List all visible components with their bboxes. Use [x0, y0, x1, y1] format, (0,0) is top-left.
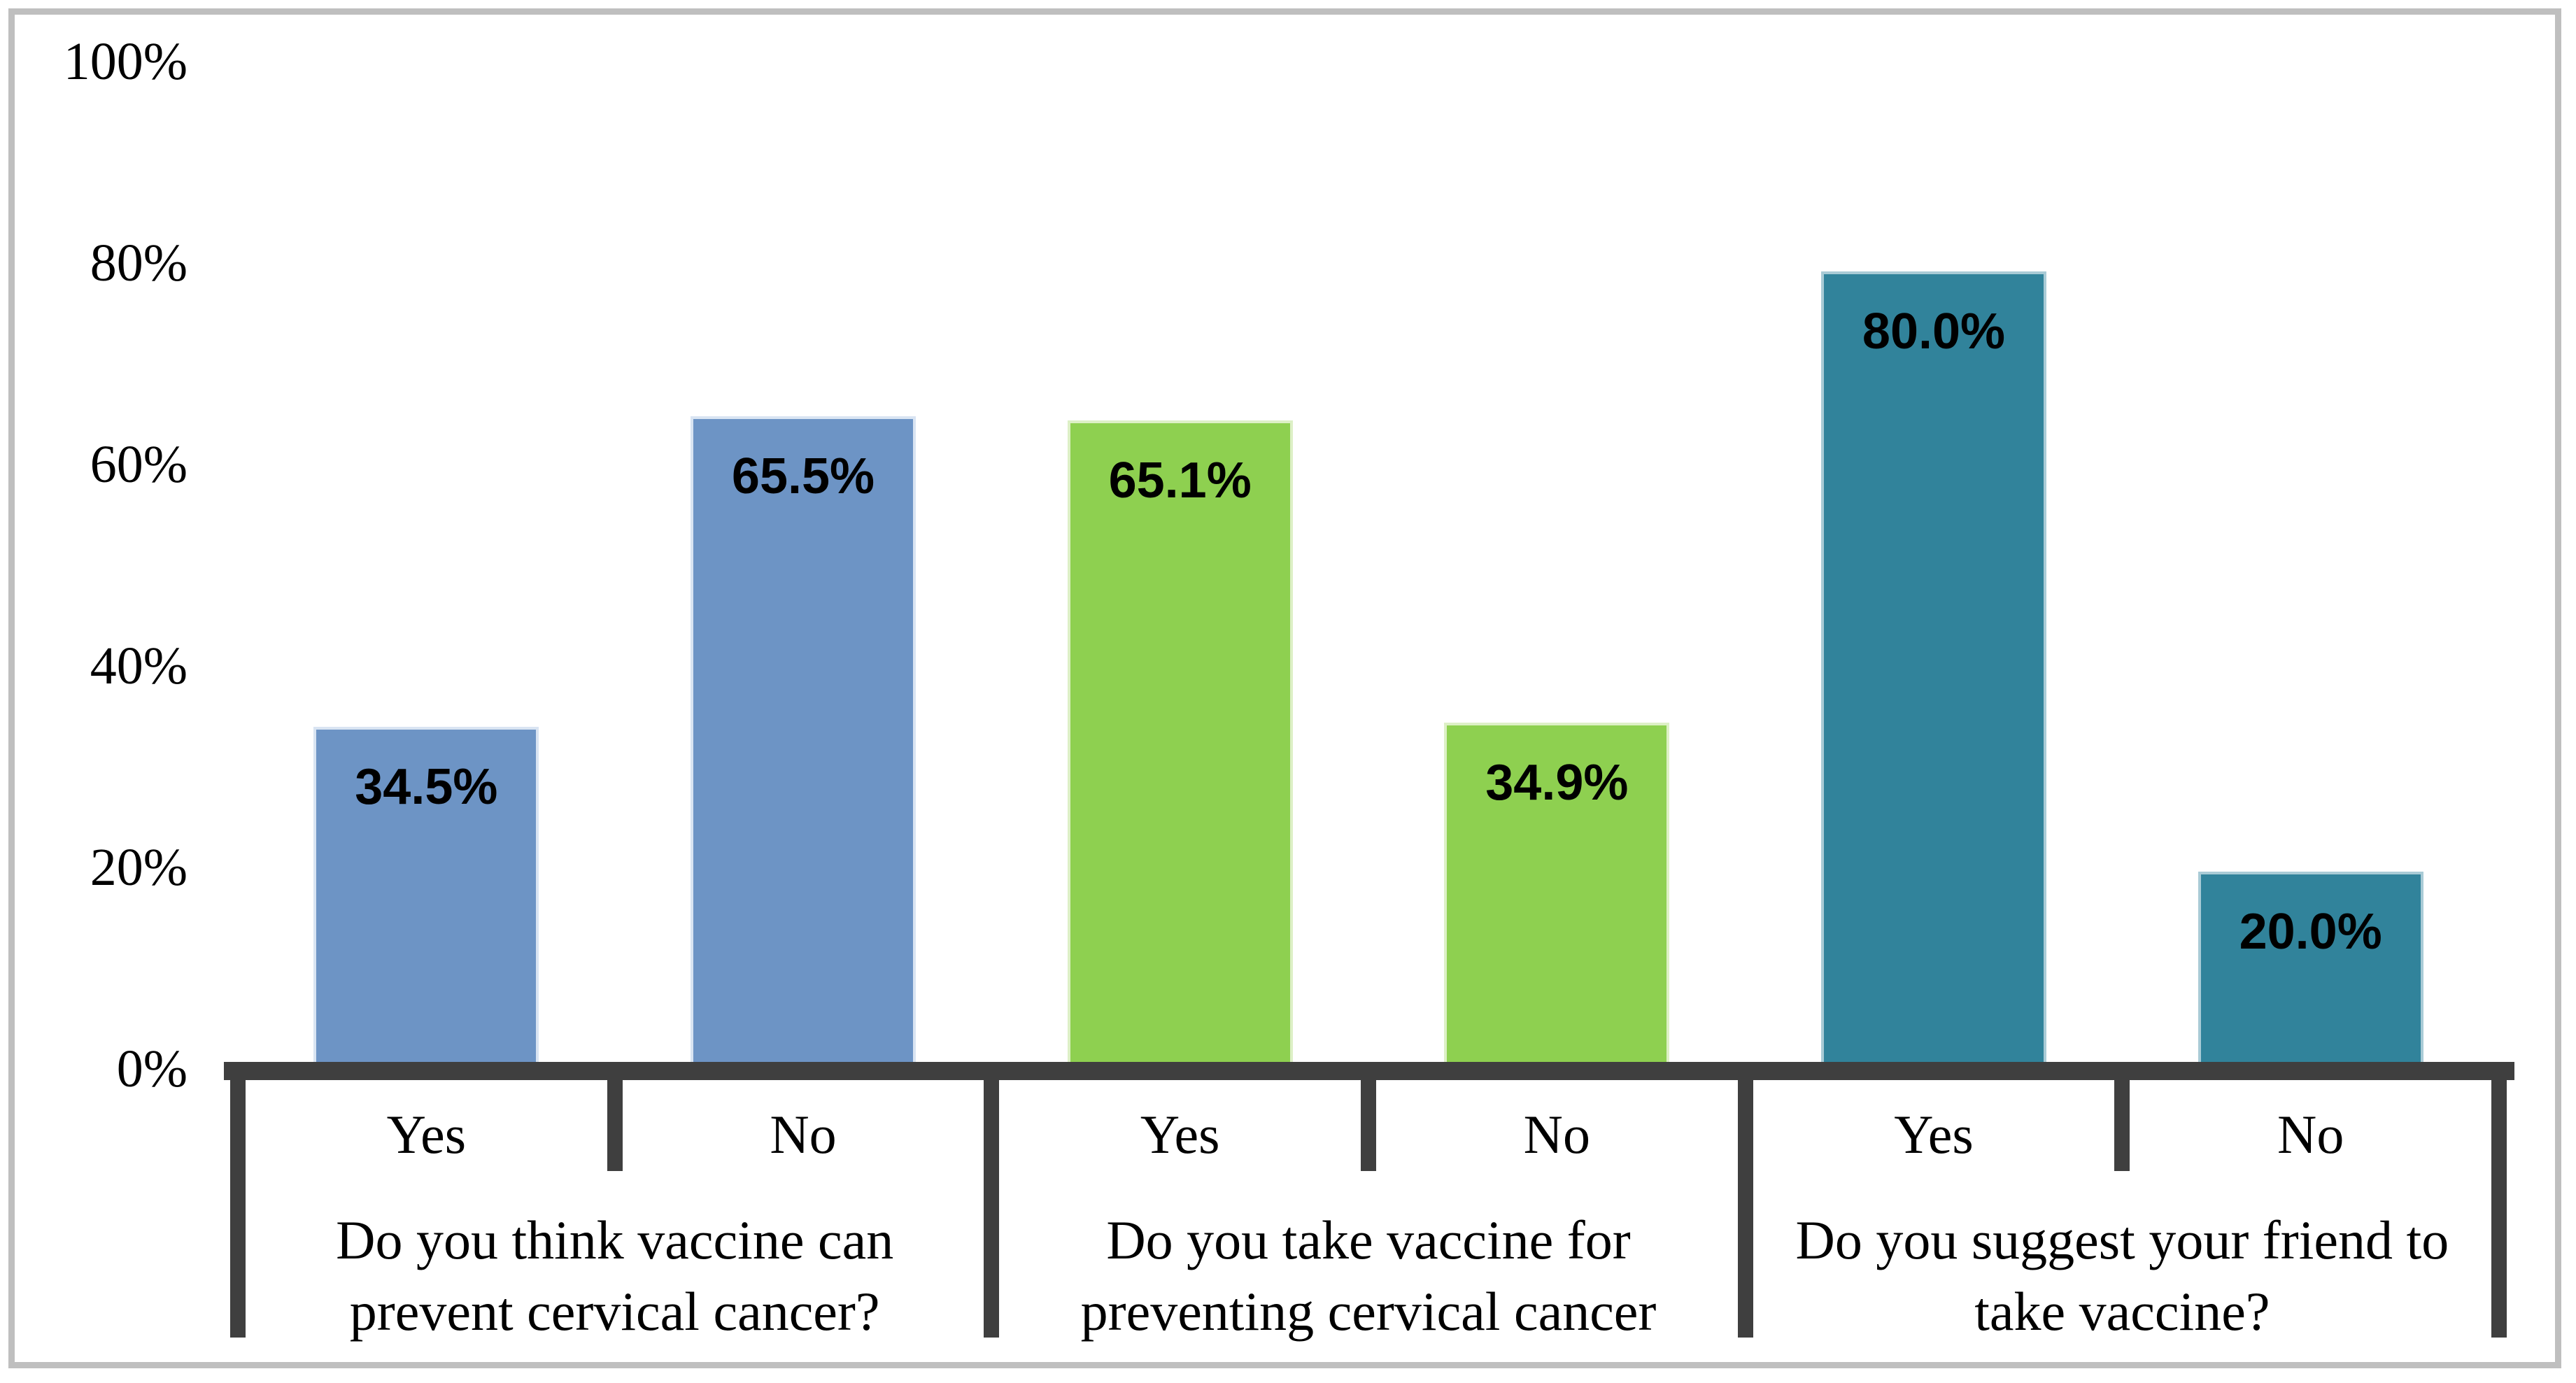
category-label-no: No	[770, 1104, 837, 1165]
x-axis-line	[224, 1062, 2514, 1080]
group-question-line: Do you take vaccine for	[1106, 1210, 1631, 1270]
bar-value-label: 34.5%	[355, 758, 498, 815]
group-question-label: Do you suggest your friend to take vaccin…	[1744, 1205, 2500, 1347]
bar-no-group1	[691, 416, 916, 1072]
category-label-no: No	[2277, 1104, 2344, 1165]
category-separator-line	[1361, 1062, 1376, 1171]
category-label-no: No	[1523, 1104, 1591, 1165]
y-tick-label: 100%	[63, 32, 187, 91]
group-question-line: Do you suggest your friend to	[1795, 1210, 2449, 1270]
bar-no-group3	[2198, 872, 2423, 1072]
y-tick-label: 40%	[90, 637, 187, 695]
y-tick-label: 0%	[116, 1040, 187, 1098]
bar-value-label: 20.0%	[2239, 904, 2382, 960]
category-separator-line	[2114, 1062, 2130, 1171]
bar-value-label: 65.1%	[1108, 453, 1252, 509]
group-question-label: Do you take vaccine for preventing cervic…	[991, 1205, 1746, 1347]
bar-no-group2	[1444, 722, 1670, 1072]
bar-value-label: 34.9%	[1485, 754, 1629, 811]
group-border-line	[1737, 1062, 1753, 1338]
group-border-line	[2491, 1062, 2507, 1338]
category-separator-line	[607, 1062, 623, 1171]
y-tick-label: 80%	[90, 234, 187, 292]
category-label-yes: Yes	[1140, 1104, 1220, 1165]
chart-frame-border	[8, 8, 2561, 1368]
category-label-yes: Yes	[1894, 1104, 1974, 1165]
group-border-line	[984, 1062, 1000, 1338]
bar-value-label: 80.0%	[1862, 304, 2006, 360]
group-question-line: take vaccine?	[1974, 1281, 2270, 1342]
y-tick-label: 60%	[90, 435, 187, 494]
bar-yes-group2	[1067, 420, 1293, 1072]
y-tick-label: 20%	[90, 838, 187, 897]
bar-value-label: 65.5%	[731, 448, 875, 505]
group-question-line: preventing cervical cancer	[1080, 1281, 1657, 1342]
group-question-line: prevent cervical cancer?	[349, 1281, 880, 1342]
bar-yes-group1	[313, 726, 539, 1072]
group-question-label: Do you think vaccine can prevent cervical…	[237, 1205, 993, 1347]
group-border-line	[230, 1062, 246, 1338]
bar-yes-group3	[1821, 271, 2046, 1072]
group-question-line: Do you think vaccine can	[336, 1210, 894, 1270]
category-label-yes: Yes	[386, 1104, 467, 1165]
